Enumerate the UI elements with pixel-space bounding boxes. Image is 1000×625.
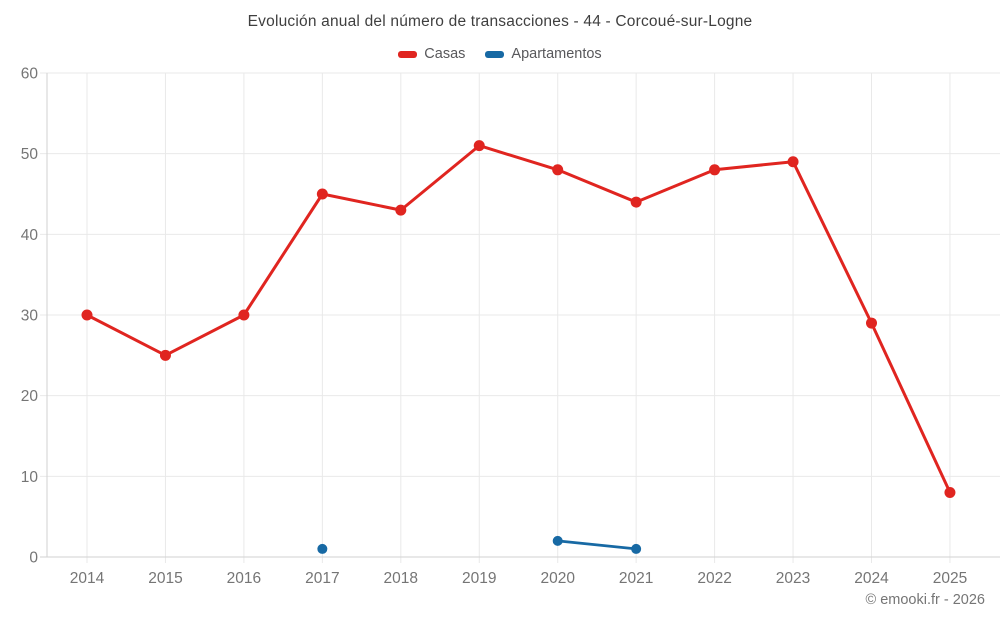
casas-point-2020[interactable] [552,164,564,176]
casas-point-2018[interactable] [395,204,407,216]
y-tick-label-60: 60 [21,65,39,82]
apartamentos-point-2020[interactable] [552,535,563,546]
legend-label-casas: Casas [424,46,466,62]
x-tick-label-2022: 2022 [697,570,731,587]
x-tick-label-2018: 2018 [384,570,418,587]
y-tick-label-20: 20 [21,388,39,405]
x-tick-label-2021: 2021 [619,570,653,587]
x-tick-label-2020: 2020 [540,570,575,587]
chart-legend: Casas Apartamentos [0,46,1000,62]
apartamentos-point-2017[interactable] [317,543,328,554]
y-tick-label-0: 0 [29,549,38,566]
x-tick-label-2017: 2017 [305,570,339,587]
x-tick-label-2025: 2025 [933,570,967,587]
casas-point-2022[interactable] [709,164,721,176]
x-tick-label-2015: 2015 [148,570,182,587]
x-tick-label-2014: 2014 [70,570,105,587]
y-tick-label-50: 50 [21,146,39,163]
casas-line [85,144,952,494]
legend-label-apartamentos: Apartamentos [511,46,602,62]
x-tick-label-2016: 2016 [227,570,261,587]
casas-point-2019[interactable] [473,140,485,152]
casas-point-2014[interactable] [81,309,93,321]
legend-item-casas[interactable]: Casas [398,46,465,62]
casas-point-2023[interactable] [787,156,799,168]
casas-point-2025[interactable] [944,486,956,498]
chart-title: Evolución anual del número de transaccio… [247,13,753,30]
y-tick-label-10: 10 [21,469,39,486]
y-tick-label-30: 30 [21,307,39,324]
apartamentos-point-2021[interactable] [631,543,642,554]
x-tick-label-2019: 2019 [462,570,496,587]
casas-point-2021[interactable] [630,196,642,208]
x-tick-label-2023: 2023 [776,570,810,587]
apartamentos-line [556,539,638,551]
copyright-watermark: © emooki.fr - 2026 [865,592,985,608]
casas-point-2016[interactable] [238,309,250,321]
legend-swatch-casas-icon [398,50,418,58]
y-tick-label-40: 40 [21,227,39,244]
casas-point-2017[interactable] [316,188,328,200]
legend-swatch-apartamentos-icon [485,50,505,58]
casas-point-2024[interactable] [866,317,877,329]
casas-point-2015[interactable] [159,349,171,361]
x-tick-label-2024: 2024 [854,570,889,587]
legend-item-apartamentos[interactable]: Apartamentos [485,46,602,62]
